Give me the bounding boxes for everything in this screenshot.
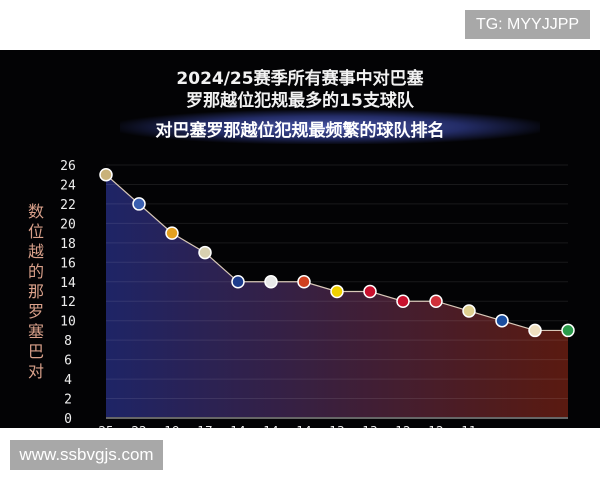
club-crest-marker (264, 275, 278, 289)
y-axis-label: 数位越的那罗塞巴对 (27, 202, 44, 381)
x-tick-label: 11 (461, 424, 476, 428)
club-crest-marker (429, 294, 443, 308)
subtitle-band (120, 110, 540, 144)
x-tick-label: 12 (428, 424, 443, 428)
chart-title: 2024/25赛季所有赛事中对巴塞 (176, 69, 424, 89)
club-crest-marker (495, 313, 509, 328)
y-tick-label: 0 (64, 412, 72, 427)
club-crest-marker (165, 226, 179, 240)
club-crest-marker (528, 323, 542, 338)
x-tick-label: 22 (131, 424, 146, 428)
club-crest-marker (462, 304, 476, 318)
chart-title-line2: 罗那越位犯规最多的15支球队 (186, 91, 414, 111)
y-tick-label: 18 (60, 237, 76, 252)
y-tick-label: 2 (64, 393, 72, 408)
x-tick-label: 19 (164, 424, 179, 428)
y-tick-label: 6 (64, 354, 72, 369)
club-crest-marker (561, 323, 575, 338)
x-tick-label: 14 (263, 424, 278, 428)
y-tick-label: 26 (60, 159, 76, 174)
x-tick-label: 14 (230, 424, 245, 428)
x-tick-label: 13 (329, 424, 344, 428)
y-tick-label: 8 (64, 334, 72, 349)
club-crest-marker (231, 275, 245, 289)
y-tick-label: 14 (60, 276, 76, 291)
tg-watermark: TG: MYYJJPP (465, 10, 590, 39)
chart-poster: 2024/25赛季所有赛事中对巴塞 罗那越位犯规最多的15支球队 对巴塞罗那越位… (0, 50, 600, 428)
club-crest-marker (132, 197, 146, 211)
x-tick-label: 25 (98, 424, 113, 428)
y-tick-label: 4 (64, 373, 72, 388)
club-crest-marker (396, 294, 410, 308)
club-crest-marker (99, 167, 113, 182)
club-crest-marker (330, 284, 344, 299)
chart-subtitle: 对巴塞罗那越位犯规最频繁的球队排名 (155, 121, 445, 141)
x-tick-label: 14 (296, 424, 311, 428)
club-crest-marker (363, 284, 377, 299)
y-tick-label: 20 (60, 217, 76, 232)
y-tick-label: 22 (60, 198, 76, 213)
y-tick-label: 24 (60, 178, 76, 193)
x-tick-label: 17 (197, 424, 212, 428)
club-crest-marker (297, 275, 311, 289)
y-tick-label: 16 (60, 256, 76, 271)
site-watermark: www.ssbvgjs.com (10, 440, 163, 470)
x-tick-label: 12 (395, 424, 410, 428)
y-tick-label: 10 (60, 315, 76, 330)
chart-svg: 0246810121416182022242625221917141414131… (60, 159, 575, 428)
y-tick-label: 12 (60, 295, 76, 310)
x-tick-label: 13 (362, 424, 377, 428)
club-crest-marker (198, 245, 212, 260)
